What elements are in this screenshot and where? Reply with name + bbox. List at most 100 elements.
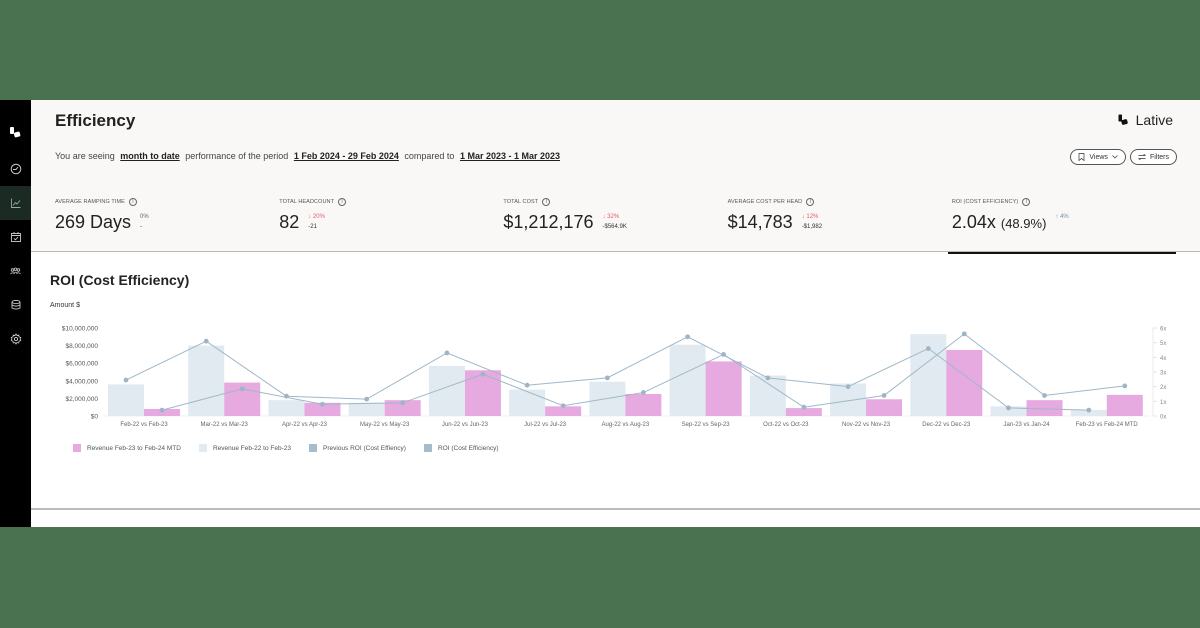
bar-previous-revenue[interactable] xyxy=(749,375,786,416)
delta-percent: ↑ 4% xyxy=(1055,214,1069,220)
kpi-average-cost-per-head[interactable]: Average Cost Per Head i $14,783 ↓ 12% -$1… xyxy=(728,198,952,252)
sidebar-item-dashboard[interactable] xyxy=(0,152,31,186)
svg-text:Oct-22 vs Oct-23: Oct-22 vs Oct-23 xyxy=(763,422,809,428)
legend-item-roi[interactable]: ROI (Cost Efficiency) xyxy=(423,444,499,452)
period-compared: compared to xyxy=(404,151,455,161)
info-icon[interactable]: i xyxy=(542,198,551,206)
sidebar-item-efficiency[interactable] xyxy=(0,186,31,220)
bar-previous-revenue[interactable] xyxy=(428,365,465,416)
roi-chart[interactable]: $0 $2,000,000 $4,000,000 $6,000,000 $8,000,0… xyxy=(31,254,1200,444)
bar-current-revenue[interactable] xyxy=(1106,394,1143,416)
bookmark-icon xyxy=(1079,153,1085,161)
bar-previous-revenue[interactable] xyxy=(188,345,225,416)
sidebar-item-data[interactable] xyxy=(0,288,31,322)
compare-range-link[interactable]: 1 Mar 2023 - 1 Mar 2023 xyxy=(459,151,561,161)
kpi-value: $14,783 xyxy=(727,212,793,232)
sidebar-item-teams[interactable] xyxy=(0,254,31,288)
brand-name: Lative xyxy=(1135,112,1173,128)
bar-current-revenue[interactable] xyxy=(785,408,822,416)
roi-point[interactable] xyxy=(123,377,129,383)
kpi-value: 269 Days xyxy=(55,212,132,232)
roi-point[interactable] xyxy=(444,350,450,356)
svg-text:2x: 2x xyxy=(1160,385,1166,391)
bar-current-revenue[interactable] xyxy=(1026,400,1063,416)
sidebar-item-settings[interactable] xyxy=(0,322,31,356)
bar-previous-revenue[interactable] xyxy=(509,389,546,416)
roi-point[interactable] xyxy=(1042,393,1047,398)
roi-point[interactable] xyxy=(881,393,887,398)
roi-point[interactable] xyxy=(239,386,245,392)
roi-point[interactable] xyxy=(1122,383,1128,389)
bar-current-revenue[interactable] xyxy=(946,350,983,416)
roi-point[interactable] xyxy=(765,375,771,381)
roi-point[interactable] xyxy=(560,403,566,409)
kpi-average-ramping-time[interactable]: Average Ramping Time i 269 Days 0% - xyxy=(55,198,279,252)
bar-current-revenue[interactable] xyxy=(705,361,742,416)
sidebar-item-logo[interactable] xyxy=(0,112,31,152)
svg-text:0x: 0x xyxy=(1160,415,1166,421)
bar-previous-revenue[interactable] xyxy=(108,384,144,416)
bar-previous-revenue[interactable] xyxy=(1070,409,1107,416)
roi-point[interactable] xyxy=(203,338,209,344)
roi-point[interactable] xyxy=(801,404,807,410)
sidebar-item-planning[interactable] xyxy=(0,220,31,254)
roi-point[interactable] xyxy=(604,375,610,381)
kpi-roi-cost-efficiency[interactable]: ROI (Cost Efficiency) i 2.04x (48.9%) ↑ 4… xyxy=(947,198,1177,254)
roi-point[interactable] xyxy=(845,384,851,390)
info-icon[interactable]: i xyxy=(1022,198,1031,206)
kpi-value: $1,212,176 xyxy=(503,212,594,232)
info-icon[interactable]: i xyxy=(806,198,815,206)
roi-point[interactable] xyxy=(640,390,646,395)
svg-text:$8,000,000: $8,000,000 xyxy=(65,343,98,350)
svg-text:Mar-22 vs Mar-23: Mar-22 vs Mar-23 xyxy=(201,422,249,428)
legend-item-previous-revenue[interactable]: Revenue Feb-22 to Feb-23 xyxy=(198,444,291,452)
bar-previous-revenue[interactable] xyxy=(268,400,305,416)
bar-current-revenue[interactable] xyxy=(304,402,341,416)
roi-point[interactable] xyxy=(159,407,165,413)
filters-button[interactable]: Filters xyxy=(1129,149,1177,165)
legend-item-current-revenue[interactable]: Revenue Feb-23 to Feb-24 MTD xyxy=(73,444,181,452)
page-title: Efficiency xyxy=(55,111,136,130)
bar-previous-revenue[interactable] xyxy=(348,402,385,416)
database-icon xyxy=(11,299,20,310)
delta-percent: 0% xyxy=(140,214,149,220)
legend-item-previous-roi[interactable]: Previous ROI (Cost Effiency) xyxy=(309,444,406,452)
period-mode-link[interactable]: month to date xyxy=(120,151,180,161)
bar-current-revenue[interactable] xyxy=(384,400,421,416)
roi-point[interactable] xyxy=(1086,407,1092,413)
roi-point[interactable] xyxy=(524,382,530,388)
period-range-link[interactable]: 1 Feb 2024 - 29 Feb 2024 xyxy=(293,151,399,161)
header-actions: Views Filters xyxy=(1070,149,1177,165)
bar-current-revenue[interactable] xyxy=(545,406,582,416)
bar-current-revenue[interactable] xyxy=(625,394,662,416)
svg-text:Jul-22 vs Jul-23: Jul-22 vs Jul-23 xyxy=(524,422,567,428)
kpi-row: Average Ramping Time i 269 Days 0% - Tota… xyxy=(55,198,1177,254)
bar-previous-revenue[interactable] xyxy=(669,344,706,416)
roi-point[interactable] xyxy=(320,401,325,407)
kpi-delta: ↓ 32% -$564.9K xyxy=(603,212,627,232)
kpi-total-cost[interactable]: Total Cost i $1,212,176 ↓ 32% -$564.9K xyxy=(503,198,727,252)
roi-point[interactable] xyxy=(1006,405,1011,411)
bar-current-revenue[interactable] xyxy=(464,370,501,416)
roi-point[interactable] xyxy=(925,346,931,351)
svg-text:$4,000,000: $4,000,000 xyxy=(65,378,98,385)
views-button[interactable]: Views xyxy=(1070,149,1126,165)
svg-text:Jan-23 vs Jan-24: Jan-23 vs Jan-24 xyxy=(1004,422,1051,428)
bar-previous-revenue[interactable] xyxy=(990,406,1027,416)
svg-text:3x: 3x xyxy=(1160,371,1166,377)
roi-point[interactable] xyxy=(480,371,486,377)
y-axis-label: Amount $ xyxy=(50,302,80,309)
roi-point[interactable] xyxy=(364,396,370,402)
brand: Lative xyxy=(1118,112,1173,128)
legend-label: Previous ROI (Cost Effiency) xyxy=(323,444,406,452)
roi-point[interactable] xyxy=(685,334,691,340)
period-prefix: You are seeing xyxy=(55,151,115,161)
info-icon[interactable]: i xyxy=(338,198,347,206)
roi-point[interactable] xyxy=(721,352,727,357)
info-icon[interactable]: i xyxy=(128,198,137,206)
roi-point[interactable] xyxy=(400,400,406,406)
roi-point[interactable] xyxy=(961,331,967,337)
bar-current-revenue[interactable] xyxy=(866,399,903,416)
legend-label: Revenue Feb-22 to Feb-23 xyxy=(212,444,291,452)
kpi-total-headcount[interactable]: Total Headcount i 82 ↓ 20% -21 xyxy=(279,198,503,252)
